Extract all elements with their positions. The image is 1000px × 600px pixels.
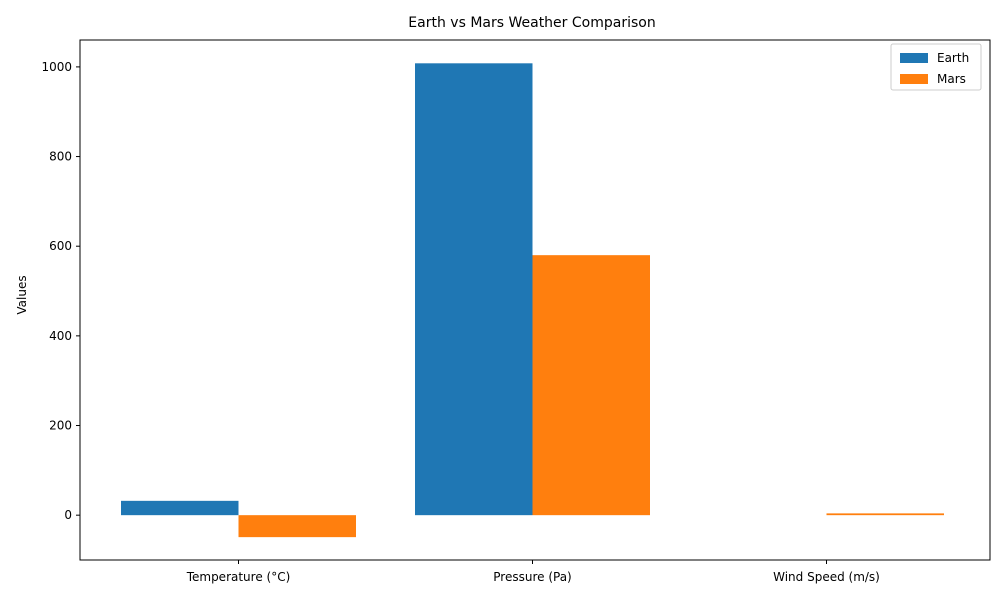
y-tick-label: 0 bbox=[64, 508, 72, 522]
legend-label-mars: Mars bbox=[937, 72, 966, 86]
x-tick-label: Temperature (°C) bbox=[186, 570, 291, 584]
bar-earth-0 bbox=[121, 500, 239, 516]
chart-title: Earth vs Mars Weather Comparison bbox=[408, 15, 655, 31]
bar-mars-0 bbox=[238, 515, 356, 538]
legend-swatch-mars bbox=[900, 74, 928, 84]
plot-area: 0 200 400 600 800 1000 Temperature (°C) Pressur… bbox=[41, 39, 991, 584]
y-tick-label: 800 bbox=[49, 150, 72, 164]
legend-swatch-earth bbox=[900, 53, 928, 63]
legend: Earth Mars bbox=[890, 43, 982, 91]
x-tick-label: Wind Speed (m/s) bbox=[773, 570, 880, 584]
bar-earth-1 bbox=[415, 63, 533, 516]
y-axis-label: Values bbox=[15, 275, 29, 314]
y-tick-label: 600 bbox=[49, 239, 72, 253]
y-tick-label: 1000 bbox=[41, 60, 72, 74]
y-tick-label: 200 bbox=[49, 419, 72, 433]
bar-mars-1 bbox=[532, 255, 650, 516]
x-tick-label: Pressure (Pa) bbox=[493, 570, 571, 584]
legend-label-earth: Earth bbox=[937, 51, 969, 65]
axes-frame bbox=[79, 39, 991, 561]
bar-mars-2 bbox=[826, 513, 944, 516]
y-tick-label: 400 bbox=[49, 329, 72, 343]
